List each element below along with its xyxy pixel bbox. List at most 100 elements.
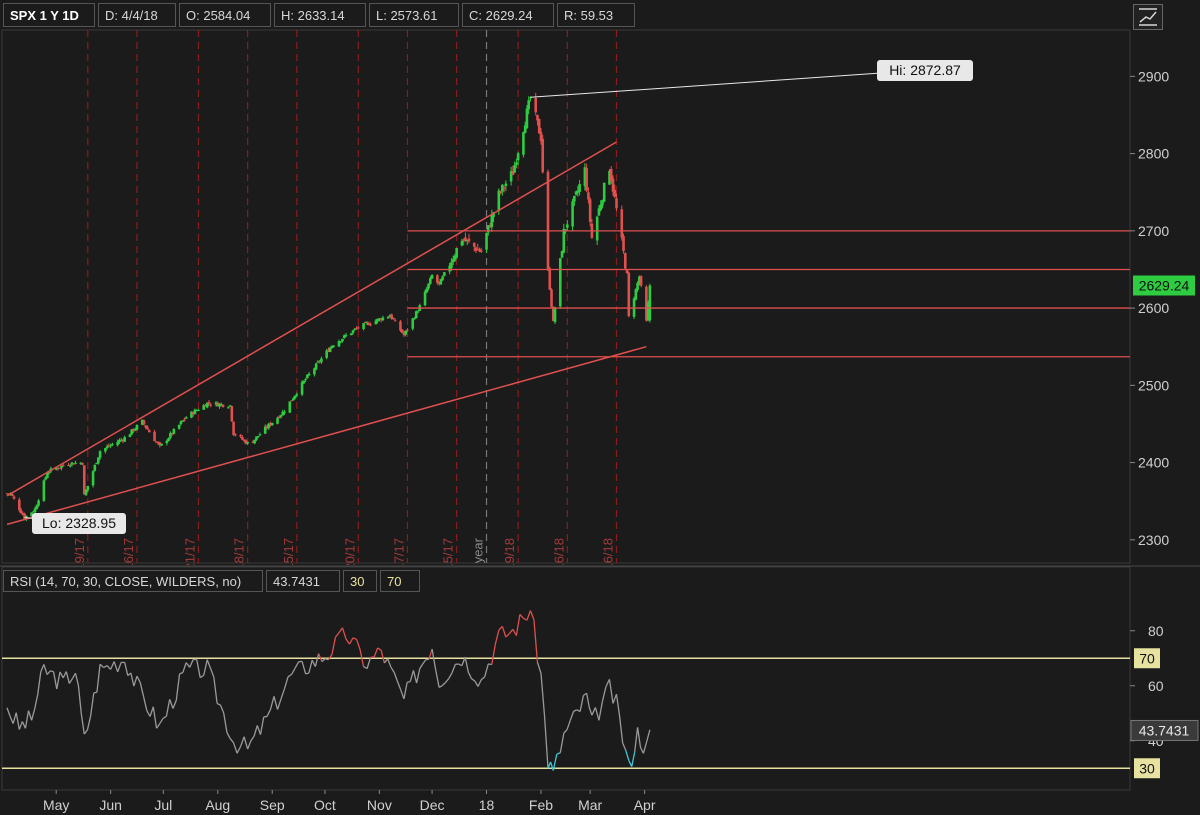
- range-readout: R: 59.53: [557, 3, 635, 27]
- rsi-line-segment: [93, 691, 98, 694]
- candle-body: [399, 321, 402, 331]
- candle-body: [98, 451, 102, 458]
- candle-body: [355, 328, 358, 330]
- symbol-label[interactable]: SPX 1 Y 1D: [3, 3, 95, 27]
- rsi-line-segment: [74, 673, 80, 686]
- candle-body: [453, 255, 457, 261]
- price-plot-frame: [1, 29, 1131, 564]
- rsi-line-segment: [117, 662, 122, 673]
- candle-body: [404, 330, 408, 335]
- rsi-line-segment: [519, 613, 524, 619]
- candle-body: [256, 436, 260, 438]
- candle-body: [35, 505, 39, 510]
- candle-body: [386, 316, 390, 319]
- candle-body: [12, 496, 16, 499]
- high-label-pointer: [530, 69, 926, 98]
- candle-body: [504, 183, 508, 187]
- price-tick-label: 2500: [1138, 377, 1169, 393]
- candle-body: [276, 417, 279, 424]
- candle-body: [184, 417, 188, 419]
- rsi-line-segment: [428, 648, 433, 660]
- trendline: [6, 345, 647, 526]
- candle-body: [128, 434, 132, 438]
- candle-body: [622, 236, 625, 252]
- candle-body: [390, 314, 393, 319]
- candle-body: [400, 329, 404, 333]
- candle-body: [402, 333, 406, 336]
- candle-body: [450, 262, 453, 269]
- rsi-line-segment: [59, 671, 64, 679]
- candle-body: [293, 395, 297, 399]
- rsi-study-label[interactable]: RSI (14, 70, 30, CLOSE, WILDERS, no): [3, 570, 263, 592]
- rsi-line-segment: [409, 670, 415, 682]
- candle-body: [462, 239, 465, 241]
- candle-body: [560, 251, 564, 258]
- candle-body: [620, 209, 624, 238]
- rsi-line-segment: [547, 761, 552, 769]
- candle-body: [511, 171, 515, 176]
- rsi-line-segment: [415, 668, 421, 684]
- rsi-line-segment: [543, 715, 549, 769]
- candle-body: [553, 308, 557, 323]
- rsi-line-segment: [380, 649, 386, 664]
- rsi-line-segment: [276, 698, 282, 710]
- candle-body: [342, 335, 346, 338]
- rsi-line-segment: [110, 661, 115, 670]
- candle-body: [179, 421, 183, 425]
- candle-body: [214, 402, 218, 405]
- rsi-line-segment: [243, 736, 249, 750]
- candle-body: [392, 317, 395, 320]
- candle-body: [406, 329, 409, 331]
- candle-body: [177, 424, 181, 429]
- candle-body: [147, 430, 151, 433]
- close-readout: C: 2629.24: [462, 3, 554, 27]
- candle-body: [562, 228, 566, 253]
- rsi-line-segment: [71, 672, 77, 679]
- rsi-chart[interactable]: 406080703043.7431MayJunJulAugSepOctNovDe…: [0, 565, 1200, 815]
- candle-body: [587, 192, 590, 200]
- rsi-line-segment: [287, 673, 292, 678]
- chart-style-button[interactable]: [1133, 4, 1163, 30]
- candle-body: [443, 272, 446, 276]
- candle-body: [492, 212, 495, 218]
- rsi-line-segment: [18, 721, 23, 730]
- date-label: 2/16/18: [551, 538, 566, 565]
- candle-body: [279, 415, 283, 417]
- candle-body: [234, 434, 237, 436]
- month-label: Sep: [260, 797, 285, 813]
- candle-body: [230, 406, 234, 422]
- rsi-line-segment: [68, 678, 73, 684]
- rsi-line-segment: [232, 742, 238, 754]
- candle-body: [19, 510, 23, 514]
- candle-body: [523, 125, 527, 134]
- candle-body: [365, 322, 369, 324]
- rsi-line-segment: [259, 716, 265, 735]
- price-chart[interactable]: 5/19/17 6/16/17 7/21/17 8/18/17 9/15/17 10/20…: [0, 0, 1200, 565]
- candle-body: [46, 472, 49, 479]
- candle-body: [602, 182, 606, 202]
- date-label: 5/19/17: [72, 538, 87, 565]
- rsi-line-segment: [628, 760, 633, 767]
- candle-body: [135, 424, 139, 430]
- rsi-line-segment: [591, 707, 597, 716]
- rsi-line-segment: [642, 742, 647, 754]
- rsi-line-segment: [484, 663, 489, 677]
- rsi-line-segment: [86, 716, 92, 730]
- candle-body: [464, 237, 467, 242]
- candle-body: [339, 341, 343, 343]
- rsi-line-segment: [216, 702, 221, 706]
- candle-body: [414, 311, 418, 319]
- date-label: 7/21/17: [182, 538, 197, 565]
- candle-body: [133, 429, 137, 431]
- candle-body: [81, 463, 84, 465]
- candle-body: [109, 445, 112, 447]
- candles-group: [5, 92, 652, 522]
- rsi-line-segment: [9, 716, 14, 724]
- candle-body: [467, 238, 471, 242]
- rsi-line-segment: [471, 678, 476, 682]
- candle-body: [242, 439, 246, 441]
- candle-body: [218, 403, 221, 407]
- candle-body: [42, 480, 46, 501]
- rsi-line-segment: [494, 630, 500, 645]
- rsi-value-badge: [1130, 719, 1199, 741]
